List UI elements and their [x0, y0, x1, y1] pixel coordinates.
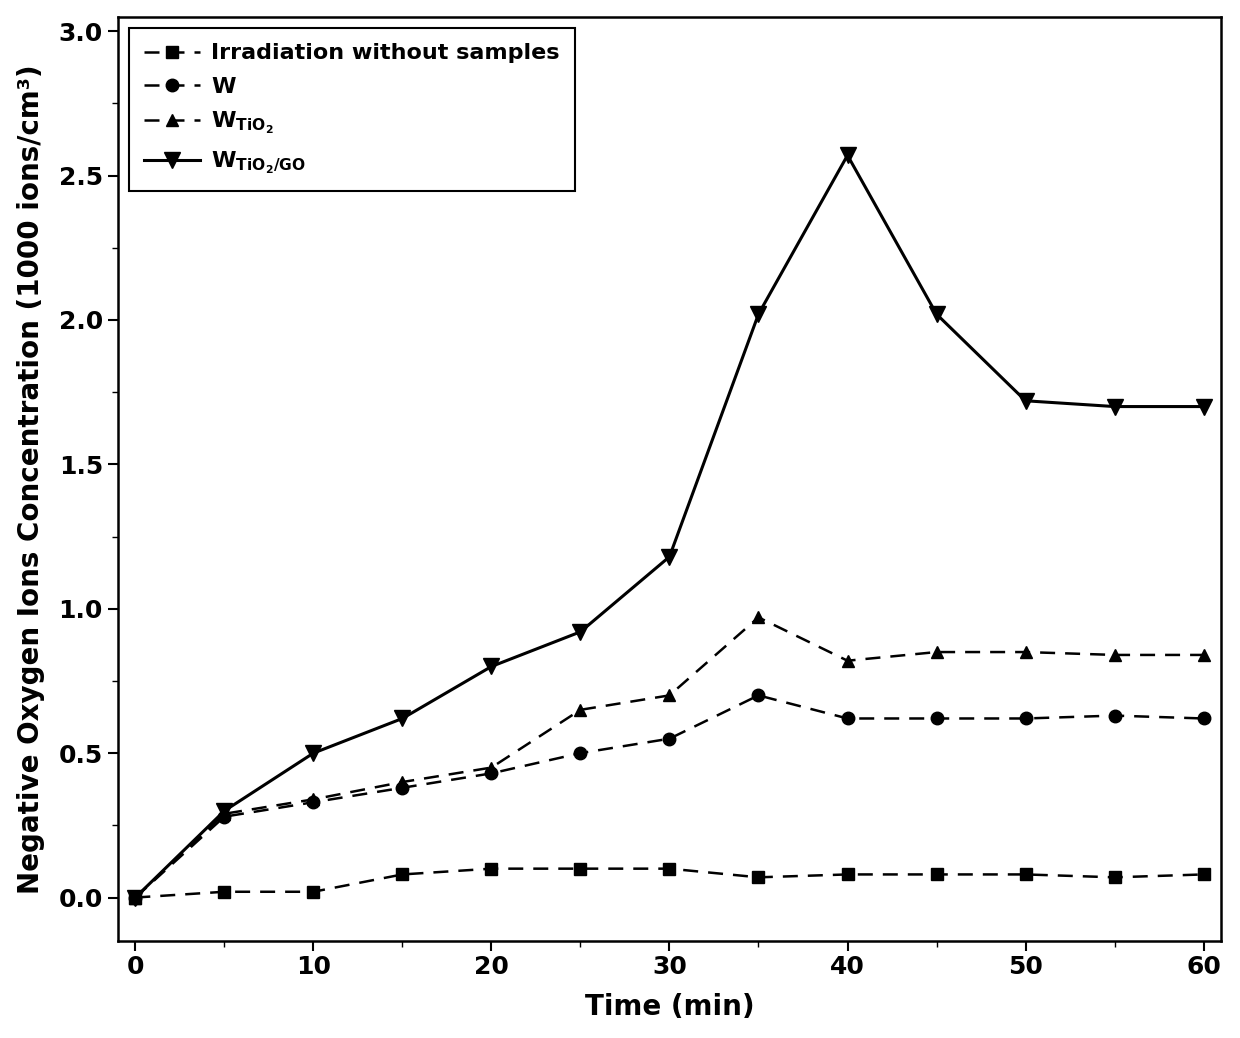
Y-axis label: Negative Oxygen Ions Concentration (1000 ions/cm³): Negative Oxygen Ions Concentration (1000…: [16, 64, 45, 894]
X-axis label: Time (min): Time (min): [584, 993, 754, 1021]
Legend: Irradiation without samples, W, W$_\mathregular{TiO_2}$, W$_\mathregular{TiO_2/G: Irradiation without samples, W, W$_\math…: [129, 28, 575, 191]
